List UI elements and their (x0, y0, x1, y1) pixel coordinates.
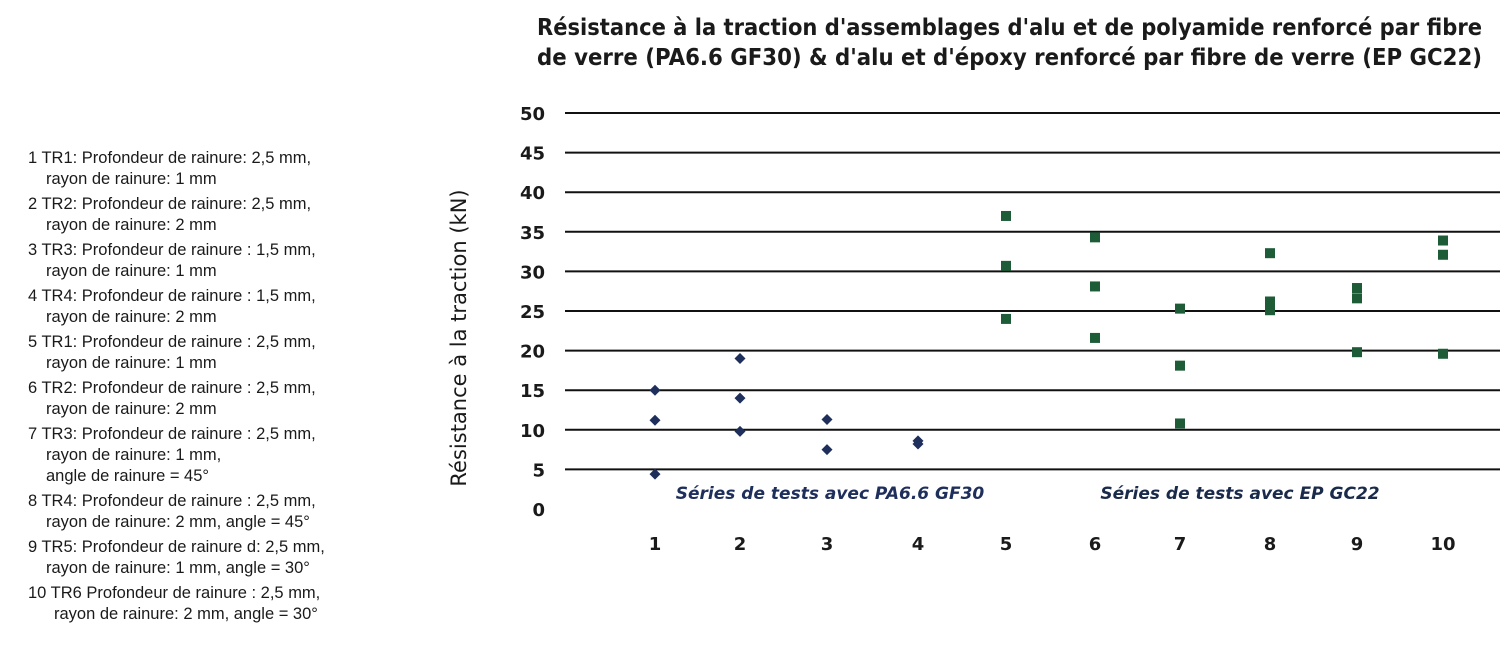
data-point-square (1352, 347, 1362, 358)
y-tick-label: 0 (532, 500, 545, 521)
legend-entry-line: rayon de rainure: 1 mm (46, 170, 217, 188)
legend-entry: 9 TR5: Profondeur de rainure d: 2,5 mm, r… (28, 537, 428, 579)
series-annotation: Séries de tests avec PA6.6 GF30 (676, 484, 985, 504)
legend-entry: 7 TR3: Profondeur de rainure : 2,5 mm, ra… (28, 424, 428, 487)
y-tick-label: 35 (520, 223, 545, 244)
legend-entry-line: 5 TR1: Profondeur de rainure : 2,5 mm, (28, 333, 316, 351)
series-annotation: Séries de tests avec EP GC22 (1100, 484, 1379, 504)
data-point-diamond (734, 353, 746, 365)
legend-entry-line: 7 TR3: Profondeur de rainure : 2,5 mm, (28, 425, 316, 443)
legend-entry-line: 3 TR3: Profondeur de rainure : 1,5 mm, (28, 241, 316, 259)
x-tick-label: 1 (649, 534, 662, 555)
y-tick-labels: 0 5 10 15 20 25 30 35 40 45 50 (520, 104, 545, 521)
legend-entry: 8 TR4: Profondeur de rainure : 2,5 mm, ra… (28, 491, 428, 533)
legend-entry-line: rayon de rainure: 2 mm (46, 400, 217, 418)
data-point-square (1265, 248, 1275, 259)
x-tick-labels: 1 2 3 4 5 6 7 8 9 10 (649, 534, 1456, 555)
legend-entry-line: rayon de rainure: 2 mm (46, 216, 217, 234)
data-point-square (1001, 313, 1011, 324)
data-point-square (1352, 293, 1362, 304)
legend-entry-line: 9 TR5: Profondeur de rainure d: 2,5 mm, (28, 538, 325, 556)
legend-entry-line: rayon de rainure: 2 mm, angle = 30° (54, 605, 318, 623)
legend-entry-line: rayon de rainure: 1 mm, angle = 30° (46, 559, 310, 577)
legend-entry-line: 8 TR4: Profondeur de rainure : 2,5 mm, (28, 492, 316, 510)
y-tick-label: 5 (532, 460, 545, 481)
legend-entry: 2 TR2: Profondeur de rainure: 2,5 mm, ray… (28, 194, 428, 236)
data-point-square (1090, 332, 1100, 343)
data-point-diamond (821, 414, 833, 426)
x-tick-label: 6 (1089, 534, 1102, 555)
data-point-square (1438, 235, 1448, 246)
data-point-square (1265, 305, 1275, 316)
legend-entry-line: rayon de rainure: 1 mm (46, 354, 217, 372)
y-tick-label: 50 (520, 104, 545, 125)
y-axis-label: Résistance à la traction (kN) (447, 189, 471, 486)
data-point-square (1352, 283, 1362, 294)
y-tick-label: 20 (520, 342, 545, 363)
x-tick-label: 10 (1430, 534, 1455, 555)
legend-entry: 10 TR6 Profondeur de rainure : 2,5 mm, ra… (28, 583, 428, 625)
data-point-diamond (734, 425, 746, 437)
y-tick-label: 40 (520, 183, 545, 204)
data-point-square (1175, 418, 1185, 429)
chart-title-line: de verre (PA6.6 GF30) & d'alu et d'époxy… (537, 45, 1482, 71)
legend-entry: 6 TR2: Profondeur de rainure : 2,5 mm, ra… (28, 378, 428, 420)
legend-entry-line: rayon de rainure: 1 mm (46, 262, 217, 280)
legend-entry: 1 TR1: Profondeur de rainure: 2,5 mm, ray… (28, 148, 428, 190)
data-point-diamond (912, 438, 924, 450)
x-tick-label: 2 (734, 534, 747, 555)
data-point-square (1265, 296, 1275, 307)
legend-entry-line: 6 TR2: Profondeur de rainure : 2,5 mm, (28, 379, 316, 397)
legend-entry: 5 TR1: Profondeur de rainure : 2,5 mm, ra… (28, 332, 428, 374)
y-tick-label: 15 (520, 381, 545, 402)
legend-entry-line: 4 TR4: Profondeur de rainure : 1,5 mm, (28, 287, 316, 305)
y-tick-label: 10 (520, 421, 545, 442)
series-annotations: Séries de tests avec PA6.6 GF30 Séries de… (676, 484, 1380, 504)
data-point-square (1001, 260, 1011, 271)
data-point-square (1438, 249, 1448, 260)
x-tick-label: 8 (1264, 534, 1277, 555)
data-point-square (1438, 348, 1448, 359)
legend-entry: 4 TR4: Profondeur de rainure : 1,5 mm, ra… (28, 286, 428, 328)
y-tick-label: 30 (520, 262, 545, 283)
legend-entry-line: 1 TR1: Profondeur de rainure: 2,5 mm, (28, 149, 312, 167)
legend-entry-line: rayon de rainure: 1 mm, (46, 446, 222, 464)
data-point-square (1001, 210, 1011, 221)
x-tick-label: 9 (1351, 534, 1364, 555)
data-point-square (1090, 232, 1100, 243)
data-point-diamond (649, 384, 661, 396)
legend-entry-line: 2 TR2: Profondeur de rainure: 2,5 mm, (28, 195, 312, 213)
y-tick-label: 45 (520, 144, 545, 165)
x-tick-label: 3 (821, 534, 834, 555)
chart-title: Résistance à la traction d'assemblages d… (537, 15, 1482, 71)
data-point-square (1175, 303, 1185, 314)
data-point-diamond (649, 414, 661, 426)
legend-entry: 3 TR3: Profondeur de rainure : 1,5 mm, ra… (28, 240, 428, 282)
data-point-diamond (734, 392, 746, 404)
chart-title-line: Résistance à la traction d'assemblages d… (537, 15, 1482, 41)
legend-entry-line: angle de rainure = 45° (46, 467, 210, 485)
x-tick-label: 7 (1174, 534, 1187, 555)
data-point-diamond (821, 444, 833, 456)
legend-panel: 1 TR1: Profondeur de rainure: 2,5 mm, ray… (28, 148, 428, 629)
x-tick-label: 5 (1000, 534, 1013, 555)
legend-entry-line: 10 TR6 Profondeur de rainure : 2,5 mm, (28, 584, 321, 602)
data-point-square (1175, 360, 1185, 371)
data-point-square (1090, 281, 1100, 292)
x-tick-label: 4 (912, 534, 925, 555)
data-points (649, 210, 1448, 480)
y-tick-label: 25 (520, 302, 545, 323)
gridlines (565, 112, 1500, 471)
legend-entry-line: rayon de rainure: 2 mm, angle = 45° (46, 513, 310, 531)
legend-entry-line: rayon de rainure: 2 mm (46, 308, 217, 326)
data-point-diamond (649, 468, 661, 480)
